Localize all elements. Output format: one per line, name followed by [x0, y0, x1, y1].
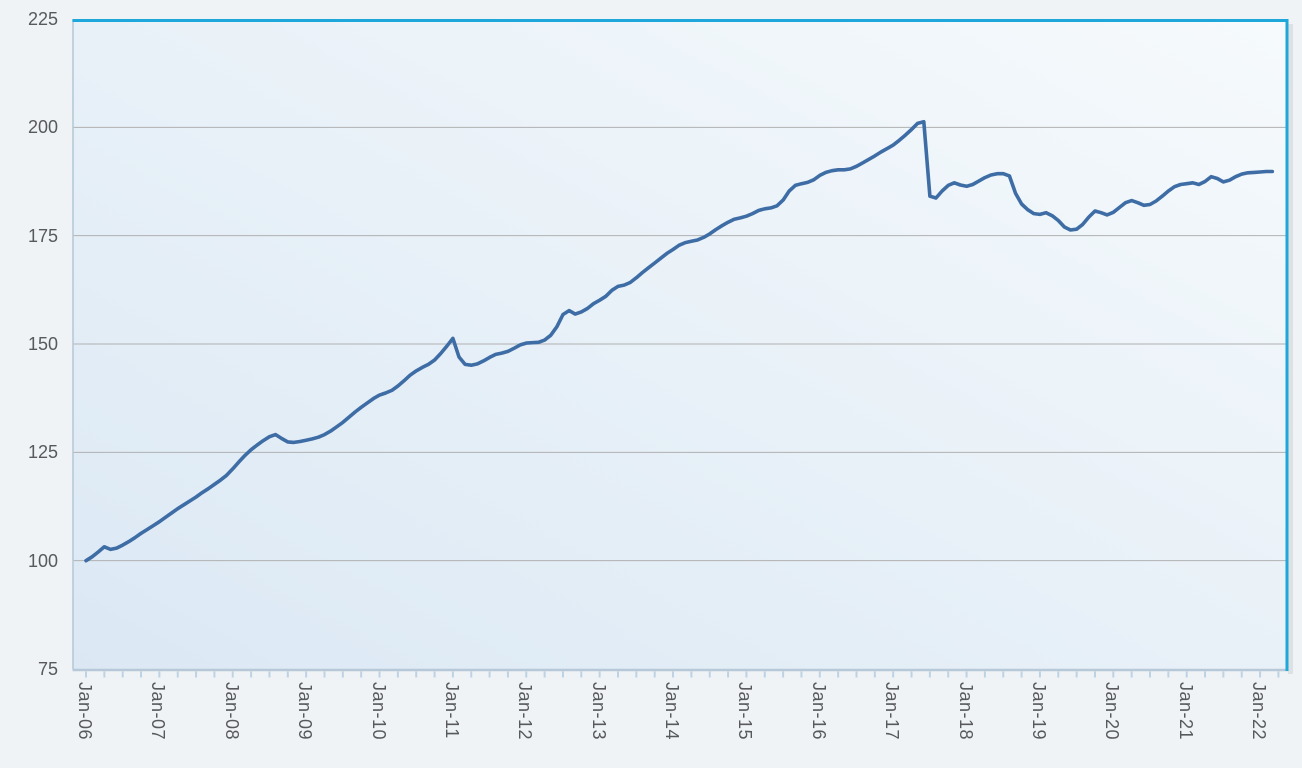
x-tick-label: Jan-11	[441, 682, 462, 739]
x-tick-label: Jan-08	[221, 682, 242, 741]
x-tick-label: Jan-21	[1175, 682, 1196, 741]
y-tick-label: 125	[27, 442, 58, 463]
gridlines	[73, 126, 1287, 562]
x-tick-label: Jan-18	[955, 682, 976, 741]
y-tick-label: 175	[27, 225, 58, 246]
x-tick-label: Jan-19	[1028, 682, 1049, 741]
data-series-line	[84, 119, 1275, 563]
x-tick-label: Jan-12	[515, 682, 536, 741]
x-tick-label: Jan-22	[1249, 682, 1270, 741]
plot-shadow	[1288, 24, 1293, 674]
y-tick-label: 75	[37, 659, 58, 679]
y-tick-label: 225	[27, 9, 58, 29]
x-tick-label: Jan-09	[295, 682, 316, 741]
y-tick-label: 100	[27, 550, 58, 571]
x-tick-label: Jan-06	[75, 682, 95, 741]
x-tick-label: Jan-17	[882, 682, 903, 741]
x-tick-label: Jan-20	[1102, 682, 1123, 741]
x-tick-label: Jan-10	[368, 682, 389, 741]
x-tick-label: Jan-15	[735, 682, 756, 741]
x-axis-ticks	[85, 671, 1280, 678]
x-tick-label: Jan-07	[148, 682, 169, 741]
x-tick-label: Jan-13	[588, 682, 609, 741]
y-tick-label: 150	[27, 334, 58, 354]
y-tick-label: 200	[27, 117, 58, 138]
x-tick-label: Jan-14	[662, 682, 683, 741]
x-tick-label: Jan-16	[808, 682, 829, 741]
